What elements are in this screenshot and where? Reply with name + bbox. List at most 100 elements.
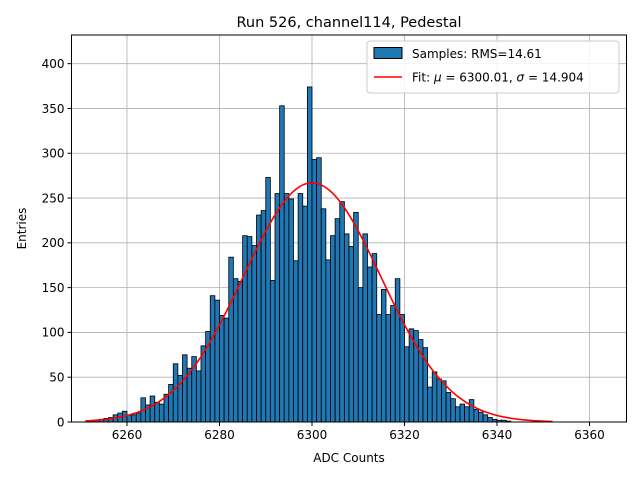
histogram-bar xyxy=(445,392,452,423)
histogram-bar xyxy=(214,299,220,423)
histogram-bar xyxy=(302,205,308,423)
x-tick-label: 6360 xyxy=(574,428,605,442)
legend-samples-label: Samples: RMS=14.61 xyxy=(412,47,542,61)
histogram-bar xyxy=(168,383,174,423)
legend-fit-sigma-value: = 14.904 xyxy=(524,71,584,85)
y-axis-label: Entries xyxy=(15,208,29,250)
histogram-bar xyxy=(482,414,489,423)
histogram-bar xyxy=(380,289,387,423)
histogram-bar xyxy=(404,346,410,423)
plot-frame xyxy=(71,34,627,423)
x-tick-label: 6300 xyxy=(297,428,328,442)
histogram-bar xyxy=(232,278,239,423)
histogram-bar xyxy=(478,411,484,423)
histogram-bar xyxy=(436,378,442,423)
fit-curve-layer xyxy=(85,182,553,423)
histogram-bar xyxy=(135,412,142,423)
x-axis-label: ADC Counts xyxy=(313,451,385,465)
y-tick-label: 150 xyxy=(42,281,65,295)
y-tick-label: 100 xyxy=(42,326,65,340)
histogram-bar xyxy=(306,86,313,423)
histogram-bar xyxy=(376,314,382,423)
x-tick-label: 6340 xyxy=(482,428,513,442)
histogram-bar xyxy=(320,208,327,423)
x-tick-label: 6260 xyxy=(112,428,143,442)
histogram-bar xyxy=(385,314,392,423)
histogram-bar xyxy=(228,256,234,423)
legend-fit-label: Fit: μ = 6300.01, σ = 14.904 xyxy=(412,71,584,85)
histogram-bar xyxy=(154,401,160,423)
histogram-bar xyxy=(325,259,331,423)
histogram-bar xyxy=(464,406,470,423)
histogram-bar xyxy=(441,380,447,423)
histogram-bar xyxy=(283,193,290,423)
histogram-bar xyxy=(200,345,207,423)
histogram-bar xyxy=(408,328,415,423)
histogram-bar xyxy=(459,403,466,423)
y-tick-label: 0 xyxy=(57,415,65,429)
legend-fit-mu-value: = 6300.01, xyxy=(442,71,517,85)
histogram-bar xyxy=(172,363,179,423)
legend-fit-mu-symbol: μ xyxy=(433,71,442,85)
histogram-bar xyxy=(297,193,304,423)
histogram-bar xyxy=(219,314,225,423)
histogram-bar xyxy=(269,280,276,423)
legend-fit-sigma-symbol: σ xyxy=(517,71,525,85)
axis-ticks: 6260 6280 6300 6320 6340 6360 0 50 100 150 200 250 3… xyxy=(42,57,605,442)
y-tick-label: 350 xyxy=(42,102,65,116)
histogram-bar xyxy=(274,193,281,423)
histogram-bar xyxy=(186,367,193,423)
histogram-bar xyxy=(468,399,475,423)
x-tick-label: 6320 xyxy=(389,428,420,442)
histogram-bar xyxy=(339,201,345,423)
histogram-bar xyxy=(251,245,257,423)
histogram-bar xyxy=(209,295,216,423)
histogram-bar xyxy=(357,287,364,423)
chart-title: Run 526, channel114, Pedestal xyxy=(236,15,461,31)
histogram-bar xyxy=(288,198,294,423)
x-tick-label: 6280 xyxy=(204,428,235,442)
histogram-bar xyxy=(394,278,401,423)
histogram-bar xyxy=(311,159,318,423)
legend-fit-prefix: Fit: xyxy=(412,71,434,85)
histogram-bar xyxy=(390,305,396,423)
histogram-bar xyxy=(371,253,378,423)
legend-samples-swatch xyxy=(373,47,403,59)
histogram-bar xyxy=(450,398,456,423)
histogram-bar xyxy=(131,414,137,423)
y-tick-label: 200 xyxy=(42,236,65,250)
histogram-bar xyxy=(195,370,202,423)
histogram-bar xyxy=(223,317,230,423)
histogram-bar xyxy=(473,409,479,423)
legend: Samples: RMS=14.61 Fit: μ = 6300.01, σ =… xyxy=(366,40,620,94)
histogram-bar xyxy=(334,218,341,423)
y-tick-label: 50 xyxy=(49,371,64,385)
histogram-bar xyxy=(293,260,299,423)
histogram-bar xyxy=(265,177,271,423)
histogram-bar xyxy=(343,233,350,423)
histogram-bar xyxy=(362,233,368,423)
histogram-bar xyxy=(242,235,248,423)
histogram-bar xyxy=(431,371,438,423)
histogram-bar xyxy=(399,314,405,423)
gaussian-fit-curve xyxy=(85,182,553,423)
histogram-bar xyxy=(279,105,285,423)
histogram-bar xyxy=(348,246,355,423)
histogram-bar xyxy=(367,266,373,423)
histogram-bar xyxy=(316,157,322,423)
histogram-bar xyxy=(260,210,267,423)
y-tick-label: 250 xyxy=(42,191,65,205)
histogram-bar xyxy=(237,280,244,423)
y-tick-label: 400 xyxy=(42,57,65,71)
histogram-bar xyxy=(487,417,493,423)
histogram-bar xyxy=(158,403,165,423)
histogram-bar xyxy=(330,235,336,423)
histogram-bar xyxy=(149,395,156,423)
y-tick-label: 300 xyxy=(42,147,65,161)
histogram-bar xyxy=(427,386,433,423)
legend-box xyxy=(366,40,620,94)
histogram-bar xyxy=(182,354,188,423)
histogram-bar xyxy=(454,406,461,423)
histogram-bar xyxy=(353,211,359,423)
